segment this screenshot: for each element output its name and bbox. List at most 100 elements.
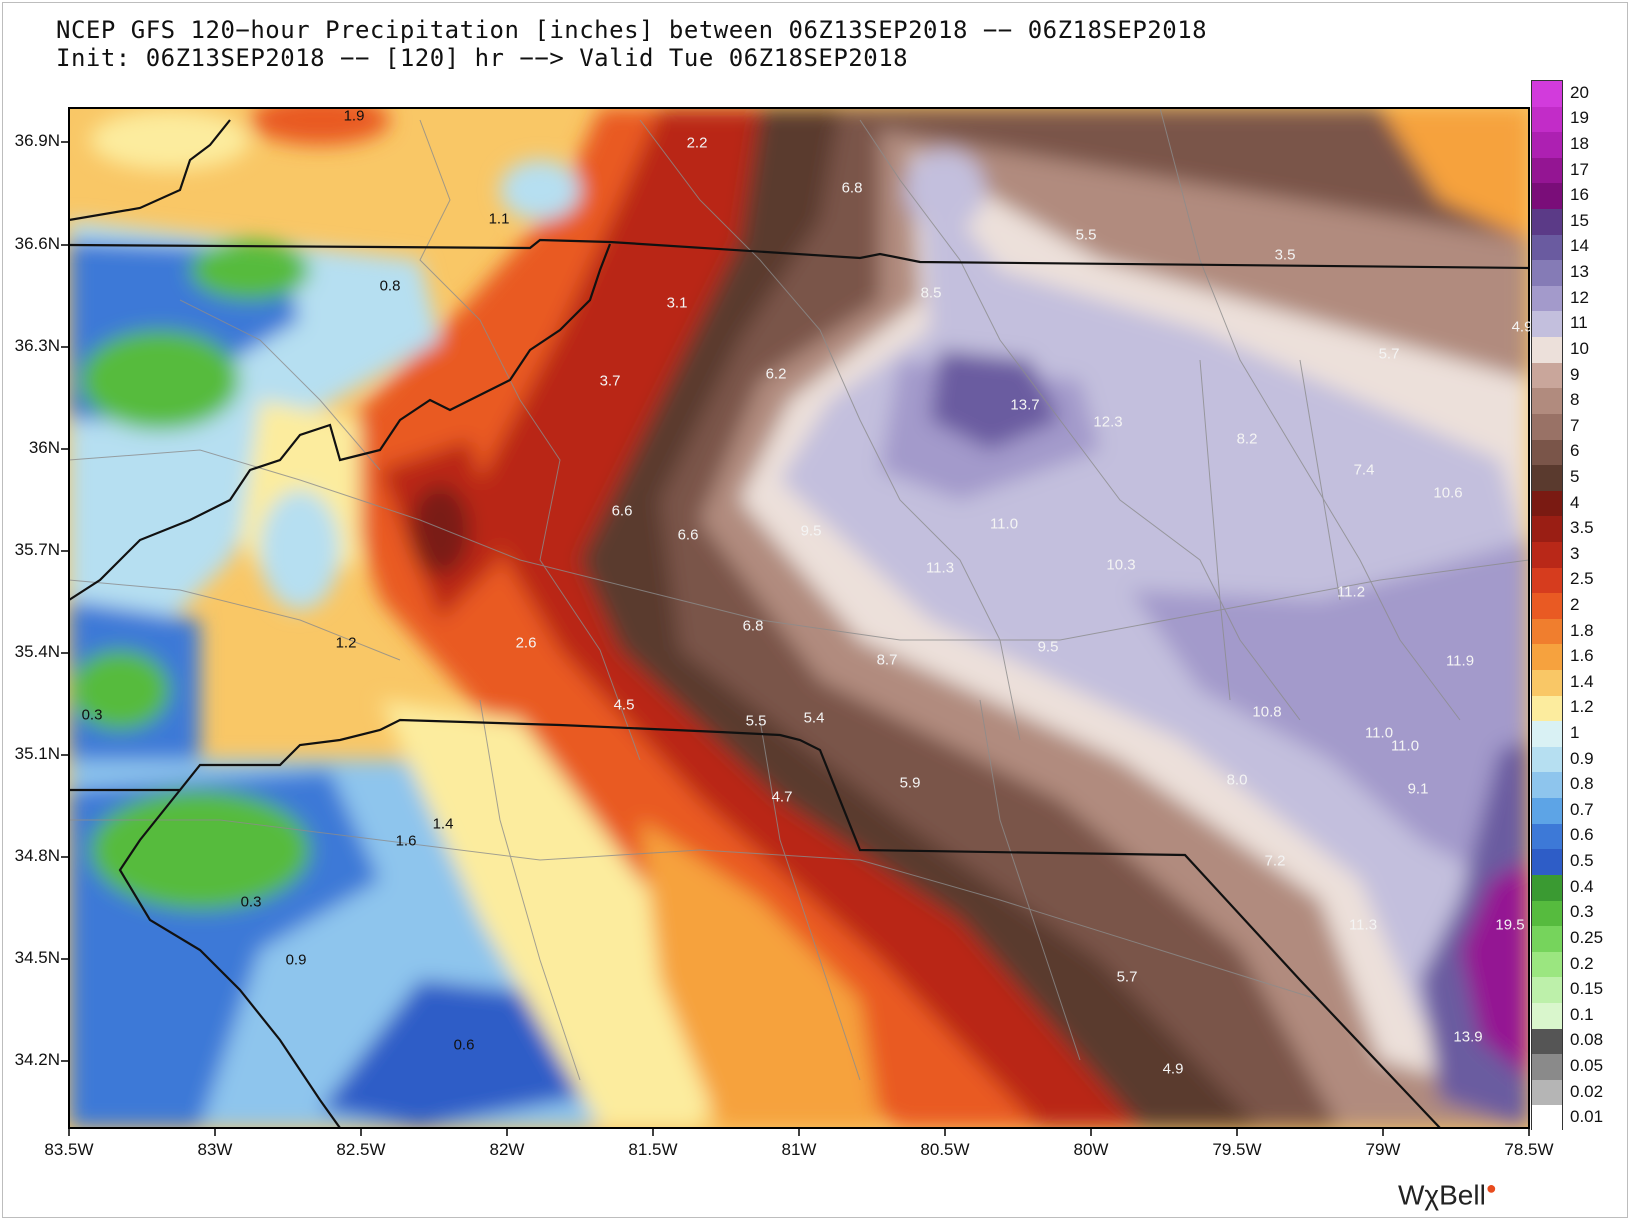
value-label: 11.3 xyxy=(1348,916,1378,934)
colorbar-segment xyxy=(1532,977,1562,1004)
colorbar-segment xyxy=(1532,772,1562,799)
colorbar-segment xyxy=(1532,874,1562,902)
value-label: 0.3 xyxy=(240,893,262,911)
value-label: 5.5 xyxy=(1075,226,1097,244)
colorbar-segment xyxy=(1532,798,1562,825)
lat-label: 34.8N xyxy=(14,846,60,865)
colorbar-segment xyxy=(1532,132,1562,159)
value-label: 8.0 xyxy=(1226,771,1248,789)
state-boundaries xyxy=(69,119,1529,1128)
value-label: 6.8 xyxy=(742,617,764,635)
colorbar-label: 8 xyxy=(1570,390,1580,410)
colorbar-segment xyxy=(1532,413,1562,441)
logo-mark-icon: ● xyxy=(1485,1178,1497,1198)
colorbar-label: 7 xyxy=(1570,415,1580,435)
value-label: 0.9 xyxy=(285,951,307,969)
value-label: 13.7 xyxy=(1010,396,1040,414)
lat-label: 35.4N xyxy=(14,642,60,661)
colorbar-label: 0.15 xyxy=(1570,979,1604,999)
precip-field xyxy=(69,108,1529,1128)
colorbar-label: 0.9 xyxy=(1570,748,1594,768)
value-label: 3.7 xyxy=(599,372,621,390)
colorbar-label: 16 xyxy=(1570,185,1589,205)
colorbar-label: 9 xyxy=(1570,364,1580,384)
colorbar-segment xyxy=(1532,157,1562,185)
colorbar-label: 15 xyxy=(1570,210,1589,230)
colorbar-label: 4 xyxy=(1570,492,1580,512)
lat-label: 35.1N xyxy=(14,744,60,763)
colorbar-segment xyxy=(1532,541,1562,569)
colorbar-segment xyxy=(1532,209,1562,236)
colorbar-segment xyxy=(1532,1028,1562,1055)
colorbar-segment xyxy=(1532,516,1562,543)
colorbar-segment xyxy=(1532,593,1562,620)
colorbar-segment xyxy=(1532,695,1562,722)
value-label: 12.3 xyxy=(1093,413,1123,431)
colorbar-segment xyxy=(1532,567,1562,594)
colorbar-label: 0.5 xyxy=(1570,851,1594,871)
colorbar-segment xyxy=(1532,618,1562,645)
value-label: 7.4 xyxy=(1353,461,1375,479)
colorbar-label: 0.25 xyxy=(1570,927,1604,947)
value-label: 8.7 xyxy=(876,651,898,669)
map-title: NCEP GFS 120−hour Precipitation [inches]… xyxy=(56,16,1208,44)
colorbar-segment xyxy=(1532,951,1562,978)
value-label: 1.4 xyxy=(432,815,454,833)
value-label: 9.5 xyxy=(1037,638,1059,656)
lat-label: 34.5N xyxy=(14,948,60,967)
colorbar-label: 0.08 xyxy=(1570,1030,1604,1050)
lat-label: 36.3N xyxy=(14,336,60,355)
colorbar-segment xyxy=(1532,1002,1562,1030)
colorbar-segment xyxy=(1532,1079,1562,1106)
colorbar-segment xyxy=(1532,465,1562,492)
colorbar-label: 20 xyxy=(1570,82,1589,102)
colorbar-label: 3.5 xyxy=(1570,518,1594,538)
colorbar-label: 0.3 xyxy=(1570,902,1594,922)
colorbar-segment xyxy=(1532,260,1562,287)
colorbar-label: 0.2 xyxy=(1570,953,1594,973)
value-label: 9.1 xyxy=(1407,780,1429,798)
colorbar-label: 6 xyxy=(1570,441,1580,461)
value-label: 7.2 xyxy=(1264,852,1286,870)
county-boundaries xyxy=(69,108,1529,1081)
lon-label: 82W xyxy=(489,1140,525,1159)
value-label: 3.1 xyxy=(666,294,688,312)
logo-text: WχBell xyxy=(1398,1179,1486,1211)
colorbar-segment xyxy=(1532,823,1562,850)
colorbar-label: 13 xyxy=(1570,262,1589,282)
lat-label: 35.7N xyxy=(14,540,60,559)
value-label: 11.3 xyxy=(925,559,955,577)
lon-label: 79.5W xyxy=(1212,1140,1262,1159)
lat-label: 36.6N xyxy=(14,234,60,253)
value-label: 6.8 xyxy=(841,179,863,197)
colorbar-segment xyxy=(1532,439,1562,466)
colorbar-label: 12 xyxy=(1570,287,1589,307)
colorbar-segment xyxy=(1532,337,1562,364)
colorbar xyxy=(1531,80,1563,1132)
colorbar-segment xyxy=(1532,644,1562,671)
colorbar-label: 0.6 xyxy=(1570,825,1594,845)
wxbell-logo: WχBell● xyxy=(1398,1178,1497,1211)
colorbar-label: 19 xyxy=(1570,108,1589,128)
value-label: 0.3 xyxy=(81,706,103,724)
colorbar-label: 11 xyxy=(1570,313,1588,333)
lon-label: 80.5W xyxy=(920,1140,970,1159)
value-label: 6.6 xyxy=(677,526,699,544)
value-label: 0.8 xyxy=(379,277,401,295)
colorbar-label: 14 xyxy=(1570,236,1589,256)
colorbar-label: 5 xyxy=(1570,466,1580,486)
value-label: 8.5 xyxy=(920,284,942,302)
value-label: 5.9 xyxy=(899,774,921,792)
colorbar-label: 0.7 xyxy=(1570,799,1594,819)
colorbar-segment xyxy=(1532,81,1562,108)
colorbar-segment xyxy=(1532,362,1562,389)
value-label: 19.5 xyxy=(1495,916,1525,934)
colorbar-label: 0.8 xyxy=(1570,774,1594,794)
lon-label: 81.5W xyxy=(628,1140,678,1159)
colorbar-label: 1.6 xyxy=(1570,646,1594,666)
colorbar-label: 1 xyxy=(1570,723,1580,743)
value-label: 10.8 xyxy=(1252,703,1282,721)
value-label: 2.6 xyxy=(515,634,537,652)
